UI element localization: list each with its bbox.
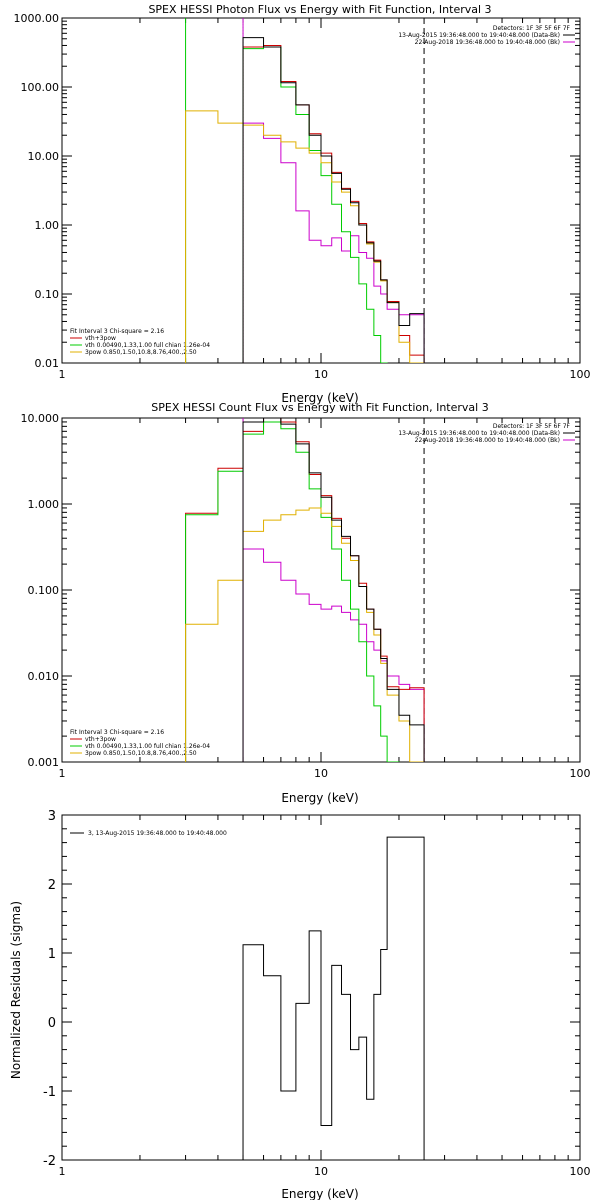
count-series-data-bk [242,418,425,762]
residual-xlabel: Energy (keV) [281,1187,358,1200]
photon-series-bk [242,122,425,363]
count-plot: 1 10 100 0.001 0.010 0.100 1.000 10.000 [21,412,591,780]
count-x-tick-label: 1 [59,767,66,780]
count-x-tick-label: 100 [570,767,591,780]
photon-y-tick-label: 100.00 [21,81,60,94]
photon-series-group [185,37,425,363]
photon-series-vth-3pow [242,44,425,363]
photon-flux-panel: SPEX HESSI Photon Flux vs Energy with Fi… [70,3,571,405]
photon-series-3pow [185,110,425,363]
photon-y-tick-label: 10.00 [28,150,60,163]
count-fit-line: Fit Interval 3 Chi-square = 2.16 [70,729,164,736]
photon-fit-line: vth 0.00490,1.33,1.00 full chian 1.26e-0… [85,342,210,349]
photon-y-tick-label: 0.10 [35,288,60,301]
photon-fit-line: vth+3pow [85,335,116,342]
count-fit-line: 3pow 0.850,1.50,10.8,8.76,400.,2.50 [85,750,197,757]
photon-info-line: 13-Aug-2015 19:36:48.000 to 19:40:48.000… [398,32,560,39]
count-series-vth [185,421,400,762]
count-y-tick-label: 0.100 [28,584,60,597]
count-xlabel: Energy (keV) [281,791,358,805]
count-info-line: 13-Aug-2015 19:36:48.000 to 19:40:48.000… [398,430,560,437]
count-y-tick-label: 1.000 [28,498,60,511]
photon-y-tick-label: 1000.00 [14,12,60,25]
photon-x-tick-label: 1 [59,368,66,381]
count-y-tick-label: 10.000 [21,412,60,425]
count-series-vth-3pow [185,418,425,762]
photon-fit-line: 3pow 0.850,1.50,10.8,8.76,400.,2.50 [85,349,197,356]
count-y-tick-label: 0.010 [28,670,60,683]
residual-y-tick-label: -2 [43,1154,56,1169]
residual-plot: 1 10 100 -2 -1 0 1 2 3 [43,809,591,1178]
photon-info-line: Detectors: 1F 3F 5F 6F 7F [493,25,571,32]
count-flux-panel: SPEX HESSI Count Flux vs Energy with Fit… [70,401,571,805]
residual-y-tick-label: -1 [43,1085,56,1100]
residual-y-tick-label: 2 [48,878,56,893]
count-y-tick-label: 0.001 [28,756,60,769]
photon-y-tick-label: 0.01 [35,357,60,370]
count-chart-title: SPEX HESSI Count Flux vs Energy with Fit… [151,401,488,414]
photon-xlabel: Energy (keV) [281,391,358,405]
count-frame [61,417,581,763]
count-fit-legend: Fit Interval 3 Chi-square = 2.16 vth+3po… [70,729,210,757]
residuals-panel: Energy (keV) Normalized Residuals (sigma… [9,830,359,1200]
photon-chart-title: SPEX HESSI Photon Flux vs Energy with Fi… [148,3,491,16]
residual-y-tick-label: 3 [48,809,56,824]
residual-x-tick-label: 10 [314,1165,328,1178]
count-x-tick-label: 10 [314,767,328,780]
count-fit-line: vth+3pow [85,736,116,743]
photon-plot: 1 10 100 0.01 0.10 1.00 10.00 100.00 1000.00 [14,12,591,381]
residual-legend-label: 3, 13-Aug-2015 19:36:48.000 to 19:40:48.… [88,830,227,837]
photon-fit-legend: Fit Interval 3 Chi-square = 2.16 vth+3po… [70,328,210,356]
residual-x-tick-label: 1 [59,1165,66,1178]
count-info-box: Detectors: 1F 3F 5F 6F 7F 13-Aug-2015 19… [398,423,570,444]
count-series-group [185,418,425,762]
residual-x-tick-label: 100 [570,1165,591,1178]
photon-y-tick-label: 1.00 [35,219,60,232]
photon-series-data-bk [242,37,425,363]
photon-x-tick-label: 100 [570,368,591,381]
residual-y-tick-label: 1 [48,947,56,962]
count-series-3pow [185,507,425,762]
residual-y-tick-label: 0 [48,1016,56,1031]
residual-series-group [242,836,425,1160]
photon-info-line: 22-Aug-2018 19:36:48.000 to 19:40:48.000… [415,39,560,46]
residual-series-3-13-aug-2015-19-36-48-000-to-19-40-48-000 [242,836,425,1160]
photon-info-box: Detectors: 1F 3F 5F 6F 7F 13-Aug-2015 19… [398,25,570,46]
photon-fit-line: Fit Interval 3 Chi-square = 2.16 [70,328,164,335]
photon-frame [61,17,581,364]
residual-ylabel: Normalized Residuals (sigma) [9,901,23,1079]
count-series-bk [242,548,425,762]
photon-x-tick-label: 10 [314,368,328,381]
photon-series-vth [242,46,388,363]
count-info-line: Detectors: 1F 3F 5F 6F 7F [493,423,571,430]
count-info-line: 22-Aug-2018 19:36:48.000 to 19:40:48.000… [415,437,560,444]
count-fit-line: vth 0.00490,1.33,1.00 full chian 1.26e-0… [85,743,210,750]
